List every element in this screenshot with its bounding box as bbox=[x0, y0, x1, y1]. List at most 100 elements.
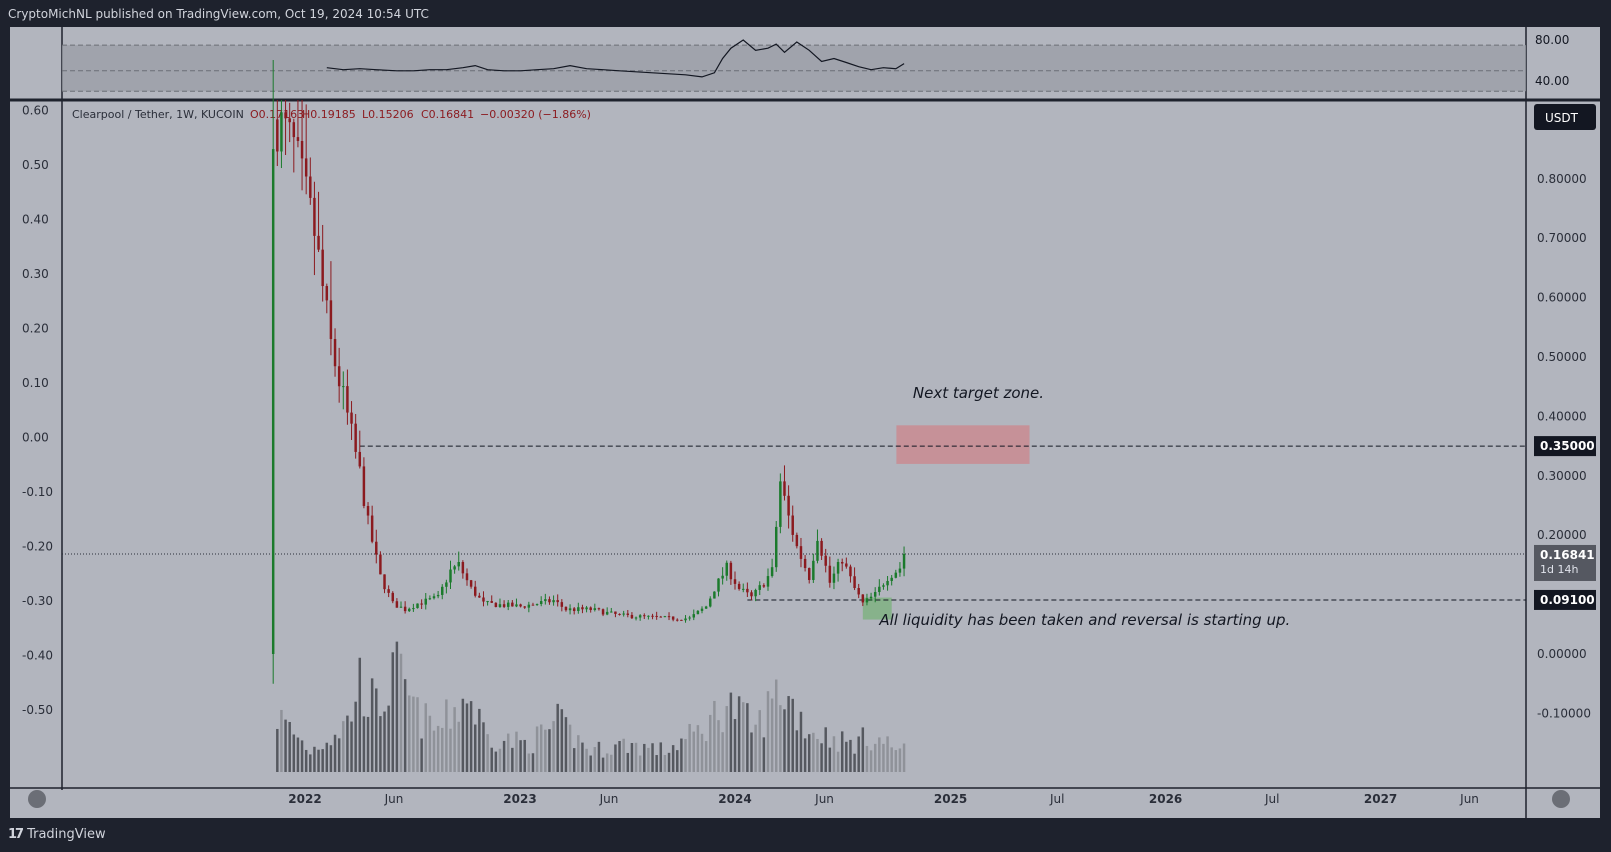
candle-body bbox=[519, 604, 522, 607]
candle-body bbox=[482, 597, 485, 602]
volume-bar bbox=[453, 707, 456, 772]
volume-bar bbox=[552, 721, 555, 772]
volume-bar bbox=[370, 678, 374, 772]
time-tick-label: 2024 bbox=[718, 792, 751, 806]
candle-body bbox=[832, 573, 836, 583]
candle-body bbox=[511, 602, 514, 607]
candle-body bbox=[486, 601, 489, 603]
volume-bar bbox=[420, 738, 423, 772]
candle-body bbox=[865, 598, 869, 603]
liquidity-zone[interactable] bbox=[862, 597, 892, 620]
candle-body bbox=[428, 598, 432, 600]
volume-bar bbox=[581, 742, 584, 772]
candle-body bbox=[845, 563, 848, 567]
volume-bar bbox=[692, 731, 696, 772]
candle-body bbox=[539, 601, 543, 605]
left-tick-label: 0.20 bbox=[22, 322, 49, 336]
volume-bar bbox=[416, 697, 419, 772]
tradingview-brand[interactable]: 17 TradingView bbox=[8, 826, 106, 842]
volume-bar bbox=[890, 747, 893, 772]
volume-bar bbox=[704, 741, 708, 772]
currency-badge[interactable]: USDT bbox=[1534, 104, 1596, 130]
volume-bar bbox=[321, 749, 324, 772]
volume-bar bbox=[733, 719, 737, 772]
candle-body bbox=[271, 149, 275, 654]
volume-bar bbox=[296, 737, 300, 772]
volume-bar bbox=[655, 755, 658, 772]
time-tick-label: Jun bbox=[384, 792, 404, 806]
volume-bar bbox=[795, 730, 799, 772]
ohlc-change: −0.00320 (−1.86%) bbox=[480, 108, 591, 121]
volume-bar bbox=[820, 743, 823, 772]
volume-bar bbox=[717, 720, 720, 772]
volume-bar bbox=[803, 738, 807, 772]
candle-body bbox=[358, 451, 362, 467]
volume-bar bbox=[754, 724, 757, 772]
time-tick-label: 2022 bbox=[288, 792, 321, 806]
volume-bar bbox=[696, 725, 700, 772]
volume-bar bbox=[424, 703, 427, 772]
oscillator-tick-40: 40.00 bbox=[1535, 74, 1569, 88]
time-tick-label: 2027 bbox=[1364, 792, 1397, 806]
target-zone[interactable] bbox=[896, 425, 1030, 464]
candle-body bbox=[774, 526, 778, 568]
volume-bar bbox=[288, 721, 291, 772]
volume-bar bbox=[276, 728, 279, 772]
candle-body bbox=[663, 616, 667, 618]
candle-body bbox=[869, 596, 873, 599]
volume-bar bbox=[309, 754, 312, 772]
candle-body bbox=[746, 588, 749, 593]
candle-body bbox=[354, 423, 357, 452]
volume-bar bbox=[300, 740, 304, 772]
candle-body bbox=[803, 558, 807, 569]
volume-bar bbox=[853, 753, 856, 772]
candle-body bbox=[321, 249, 324, 287]
volume-bar bbox=[383, 711, 386, 772]
candle-body bbox=[643, 615, 646, 617]
candle-body bbox=[337, 366, 341, 387]
volume-bar bbox=[403, 679, 407, 772]
candle-body bbox=[527, 604, 531, 608]
candle-body bbox=[280, 112, 283, 152]
candlestick-series bbox=[271, 60, 906, 684]
axis-settings-button-right[interactable] bbox=[1552, 790, 1570, 808]
candle-body bbox=[412, 608, 415, 610]
candle-body bbox=[568, 608, 572, 611]
candle-body bbox=[342, 386, 345, 388]
candle-body bbox=[432, 596, 436, 599]
volume-bar bbox=[894, 750, 898, 772]
volume-bar bbox=[515, 731, 518, 772]
svg-text:1d 14h: 1d 14h bbox=[1540, 563, 1578, 576]
left-tick-label: -0.50 bbox=[22, 703, 53, 717]
volume-bar bbox=[898, 748, 902, 772]
volume-bar bbox=[865, 745, 869, 772]
candle-body bbox=[403, 606, 407, 612]
candle-body bbox=[787, 495, 790, 516]
candle-body bbox=[676, 619, 679, 621]
volume-bar bbox=[589, 755, 592, 772]
time-axis[interactable]: 2022 Jun 2023 Jun 2024 Jun 2025 Jul 2026 Jul 2027 J… bbox=[288, 792, 1479, 806]
volume-bar bbox=[828, 747, 832, 772]
volume-bar bbox=[709, 714, 712, 772]
volume-bar bbox=[399, 653, 403, 772]
volume-bar bbox=[746, 703, 749, 772]
right-tick-label: 0.60000 bbox=[1537, 291, 1587, 305]
candle-body bbox=[317, 235, 320, 250]
candle-body bbox=[878, 586, 881, 593]
candle-body bbox=[457, 561, 460, 567]
volume-bar bbox=[408, 695, 411, 772]
candle-body bbox=[350, 412, 353, 424]
volume-bar bbox=[494, 751, 498, 772]
candle-body bbox=[296, 137, 300, 141]
volume-bar bbox=[292, 734, 296, 772]
candle-body bbox=[535, 604, 539, 606]
volume-bar bbox=[354, 701, 357, 772]
volume-bar bbox=[783, 709, 786, 772]
volume-bar bbox=[436, 725, 440, 772]
volume-bar bbox=[725, 706, 728, 772]
axis-settings-button-left[interactable] bbox=[28, 790, 46, 808]
volume-bar bbox=[630, 743, 634, 772]
candle-body bbox=[733, 579, 737, 584]
candle-body bbox=[441, 586, 444, 595]
